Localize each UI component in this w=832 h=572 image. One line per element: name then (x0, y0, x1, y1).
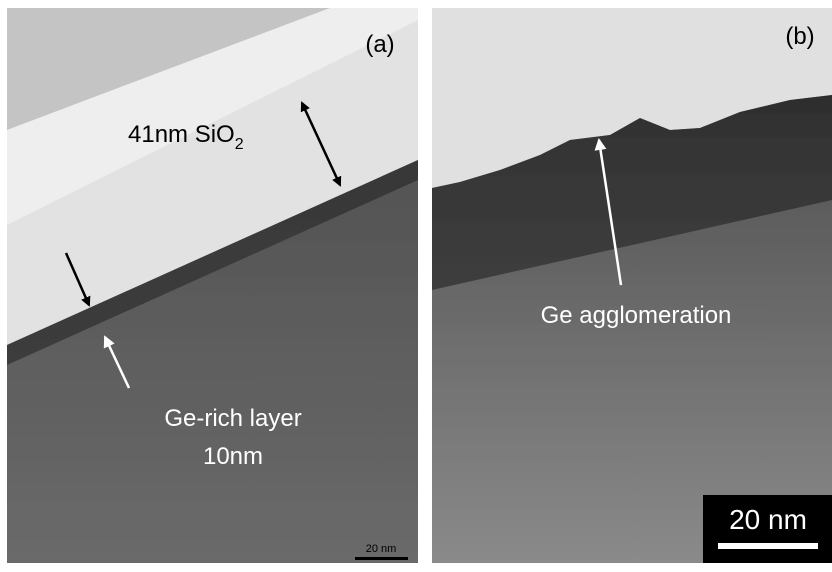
scale-bar-label: 20 nm (729, 504, 807, 535)
annotation: Ge-rich layer (164, 405, 301, 432)
panel-tag: (a) (365, 31, 394, 58)
scale-bar (355, 557, 408, 560)
panel-tag: (b) (785, 23, 814, 50)
annotation: 10nm (203, 443, 263, 470)
panel-b-image (432, 8, 832, 563)
figure: (a) 41nm SiO2 Ge-rich layer 10nm 20 nm (… (0, 0, 832, 567)
scale-bar (718, 543, 818, 549)
annotation: Ge agglomeration (541, 302, 732, 329)
panel-a-image (7, 8, 418, 563)
scale-bar-label: 20 nm (366, 543, 397, 555)
